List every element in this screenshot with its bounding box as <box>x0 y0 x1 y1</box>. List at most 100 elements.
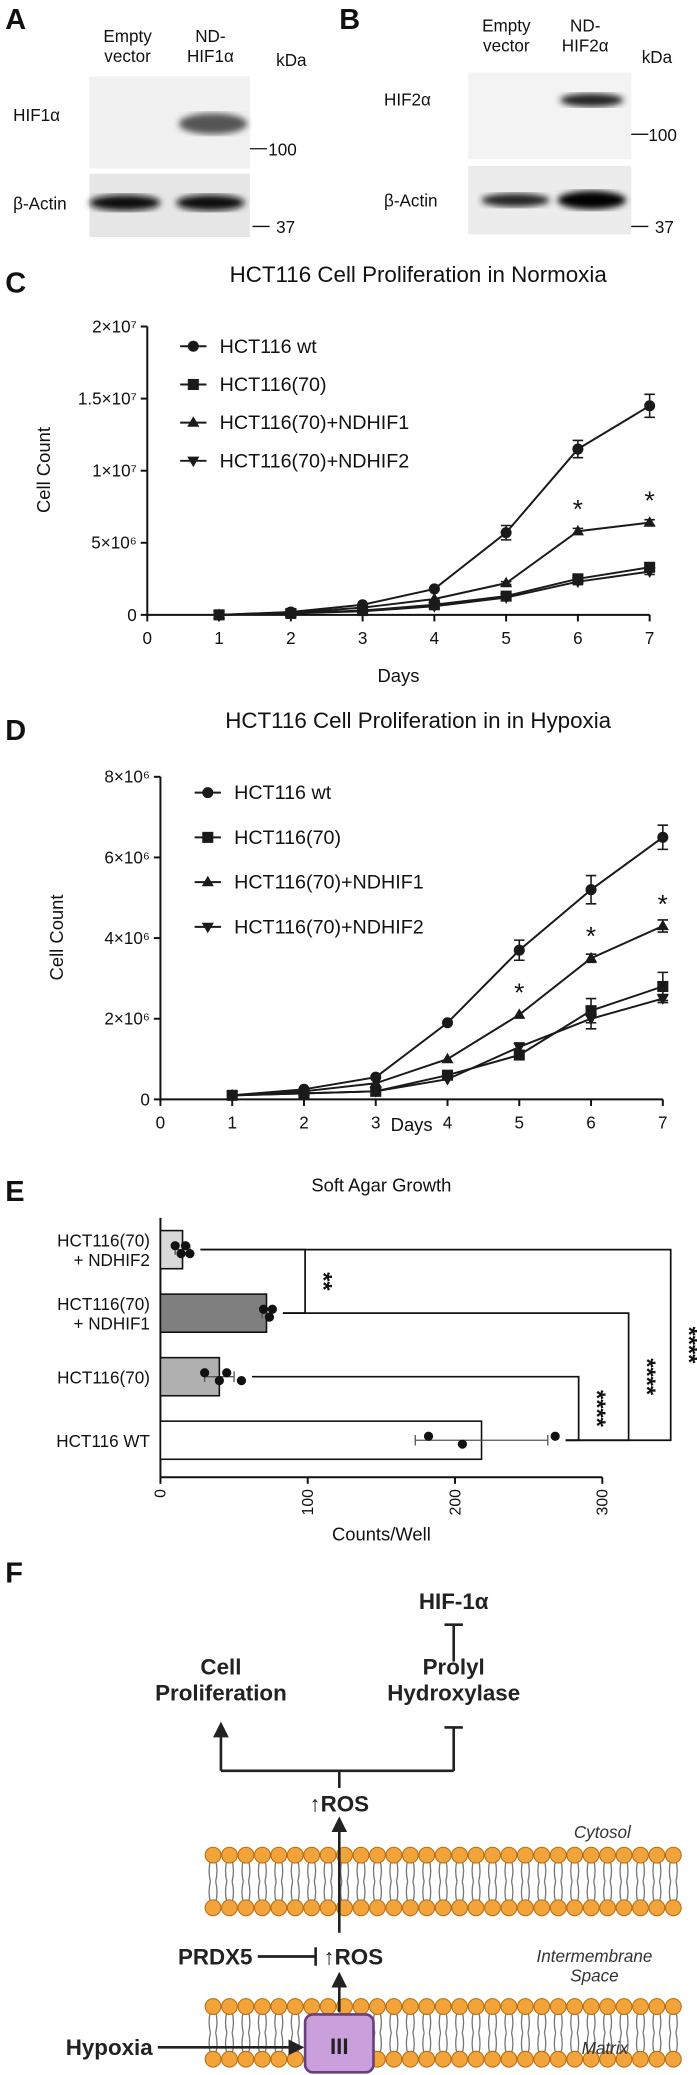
x-tick-label: 3 <box>371 1113 381 1132</box>
lipid-head <box>549 1899 567 1917</box>
lipid-head <box>451 2050 469 2068</box>
lipid-tail <box>602 1860 613 1903</box>
lipid-head <box>549 1846 567 1864</box>
y-tick-label: 2×10⁷ <box>92 317 137 336</box>
marker <box>369 1076 382 1088</box>
lipid-tail <box>405 2011 415 2055</box>
marker <box>572 443 584 455</box>
lipid-head <box>632 2050 649 2068</box>
blot-band <box>560 93 624 107</box>
x-tick-label: 0 <box>143 629 153 648</box>
lipid-head <box>319 1899 337 1917</box>
marker <box>584 1014 598 1026</box>
lipid-head <box>599 2050 616 2068</box>
lipid-head <box>352 1846 370 1864</box>
marker <box>657 980 669 993</box>
lipid-tail <box>586 1860 596 1903</box>
lipid-head <box>418 2050 436 2068</box>
lipid-head <box>237 1998 255 2015</box>
legend-label: HCT116(70)+NDHIF2 <box>220 450 410 472</box>
bar <box>159 1293 268 1334</box>
lipid-head <box>648 2050 666 2068</box>
lipid-head <box>648 1846 666 1864</box>
node-label: HIF-1α <box>419 1589 489 1614</box>
data-point <box>185 1248 195 1259</box>
lipid-tail <box>487 1860 498 1903</box>
error-bar <box>414 1434 549 1446</box>
lipid-tail <box>290 2011 300 2055</box>
lipid-head <box>500 2050 518 2068</box>
panel-label: C <box>5 267 26 299</box>
lipid-head <box>484 1899 501 1917</box>
y-tick-label: 5×10⁶ <box>91 534 137 553</box>
data-point <box>423 1431 434 1441</box>
x-tick-label: 1 <box>214 629 224 648</box>
marker <box>226 1091 239 1102</box>
lipid-tail <box>438 2011 448 2055</box>
unit-label: kDa <box>642 48 673 67</box>
lipid-head <box>253 1998 271 2015</box>
lipid-head <box>253 1899 271 1917</box>
lipid-head <box>221 1998 238 2015</box>
lipid-head <box>352 1998 370 2015</box>
significance-label: **** <box>633 1358 659 1396</box>
y-axis-label: Cell Count <box>33 427 54 513</box>
compartment-label: Cytosol <box>574 1823 632 1842</box>
lipid-head <box>664 1846 682 1864</box>
lipid-head <box>319 1998 337 2015</box>
data-point <box>550 1431 560 1441</box>
lipid-tail <box>224 1860 235 1903</box>
panel-label: F <box>5 1558 23 1590</box>
x-tick-label: 4 <box>443 1113 453 1132</box>
lipid-head <box>500 1846 518 1864</box>
legend-label: HCT116(70)+NDHIF1 <box>220 412 410 434</box>
lipid-head <box>500 1998 518 2015</box>
lipid-tail <box>520 1860 530 1903</box>
marker <box>297 1089 311 1100</box>
lipid-tail <box>635 1860 646 1903</box>
lipid-head <box>286 2050 304 2068</box>
lipid-head <box>500 1899 518 1917</box>
marker <box>513 1008 526 1019</box>
lipid-head <box>516 1846 534 1864</box>
lipid-tail <box>224 2011 235 2055</box>
significance-label: **** <box>675 1326 697 1364</box>
marker <box>369 1087 382 1098</box>
data-point <box>236 1376 247 1386</box>
lipid-head <box>549 2050 567 2068</box>
x-tick-label: 6 <box>573 629 583 648</box>
lipid-head <box>582 2050 600 2068</box>
marker <box>202 787 214 799</box>
marker <box>428 592 441 604</box>
text-line: Empty <box>103 27 152 46</box>
significance-label: **** <box>583 1390 609 1428</box>
protein-label: β-Actin <box>13 194 67 213</box>
y-tick-label: HCT116(70) + NDHIF1 <box>57 1295 150 1334</box>
y-tick-label: 4×10⁶ <box>104 929 150 948</box>
lipid-head <box>385 1846 403 1864</box>
x-tick-label: 2 <box>299 1113 309 1132</box>
lipid-head <box>286 1846 304 1864</box>
significance-bracket <box>200 1248 672 1442</box>
text-line: HCT116(70) <box>57 1295 150 1314</box>
lipid-head <box>599 1899 616 1917</box>
data-point <box>176 1248 186 1259</box>
lipid-tail <box>553 1860 563 1903</box>
text-line: + NDHIF2 <box>73 1251 149 1270</box>
y-tick-label: 2×10⁶ <box>104 1010 150 1029</box>
legend-label: HCT116(70) <box>234 827 341 849</box>
lipid-tail <box>471 1860 481 1903</box>
lipid-head <box>566 1899 584 1917</box>
protein-label: HIF1α <box>13 106 60 125</box>
marker <box>212 610 226 622</box>
lipid-head <box>451 1899 469 1917</box>
marker <box>585 884 597 896</box>
text-line: HIF2α <box>562 36 609 55</box>
lipid-tail <box>389 1860 399 1903</box>
data-point <box>170 1241 180 1251</box>
lipid-head <box>615 2050 633 2068</box>
lipid-head <box>434 1846 452 1864</box>
lipid-head <box>204 1846 222 1864</box>
lipid-tail <box>274 1860 284 1903</box>
